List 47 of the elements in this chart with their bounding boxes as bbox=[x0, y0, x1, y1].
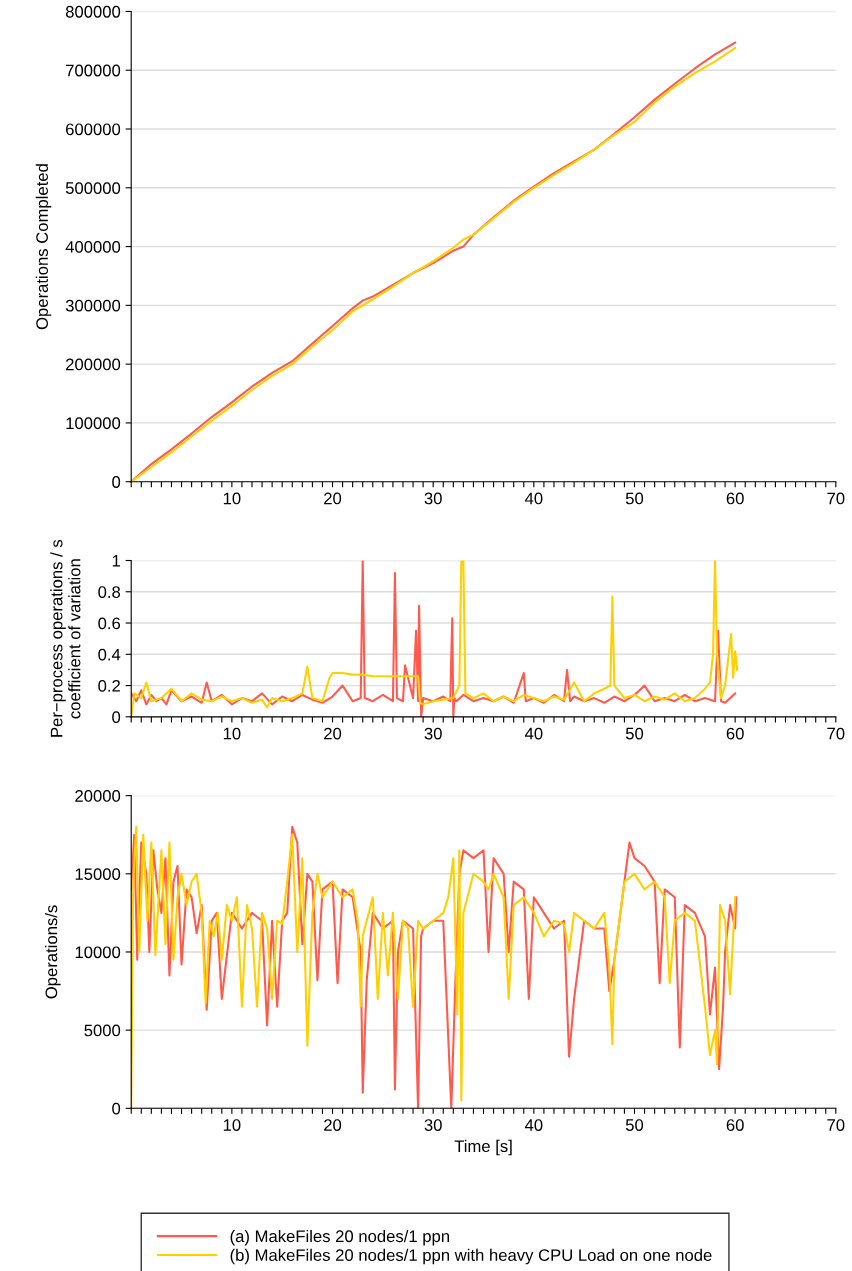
y-tick-label: 400000 bbox=[65, 240, 121, 253]
y-tick-label: 0.2 bbox=[98, 679, 120, 692]
y-tick-label: 15000 bbox=[75, 868, 121, 881]
x-tick-label: 10 bbox=[223, 492, 241, 505]
x-tick-label: 40 bbox=[524, 492, 543, 505]
x-tick-label: 40 bbox=[524, 727, 543, 740]
y-axis-title: Operations Completed bbox=[35, 164, 52, 330]
x-tick-label: 10 bbox=[223, 1119, 241, 1131]
x-tick-label: 30 bbox=[424, 1119, 442, 1131]
x-tick-label: 70 bbox=[827, 1119, 845, 1131]
y-tick-label: 0 bbox=[112, 1102, 121, 1115]
x-tick-label: 70 bbox=[827, 492, 845, 505]
y-tick-label: 0.4 bbox=[98, 648, 121, 661]
y-tick-label: 5000 bbox=[84, 1024, 121, 1037]
y-tick-label: 300000 bbox=[65, 299, 121, 312]
x-tick-label: 40 bbox=[524, 1119, 543, 1131]
y-tick-label: 1 bbox=[112, 555, 120, 567]
y-tick-label: 100000 bbox=[66, 417, 121, 430]
x-tick-label: 50 bbox=[625, 492, 644, 505]
y-tick-label: 800000 bbox=[65, 5, 121, 18]
x-tick-label: 50 bbox=[625, 1119, 644, 1131]
y-tick-label: 500000 bbox=[65, 182, 121, 194]
y-tick-label: 0 bbox=[112, 711, 121, 724]
y-tick-label: 200000 bbox=[66, 358, 121, 371]
x-axis-title: Time [s] bbox=[454, 1139, 512, 1156]
y-tick-label: 20000 bbox=[75, 790, 121, 802]
y-tick-label: 700000 bbox=[66, 64, 121, 77]
y-tick-label: 0.6 bbox=[98, 617, 121, 630]
x-tick-label: 30 bbox=[424, 727, 442, 740]
x-tick-label: 20 bbox=[324, 492, 342, 505]
y-tick-label: 0.8 bbox=[98, 586, 121, 598]
y-tick-label: 0 bbox=[112, 476, 121, 488]
y-tick-label: 600000 bbox=[66, 123, 121, 136]
x-tick-label: 60 bbox=[726, 1119, 744, 1131]
y-axis-title: Per−process operations / s coefficient of variation bbox=[50, 539, 81, 737]
y-axis-title: Operations/s bbox=[45, 905, 61, 999]
x-tick-label: 10 bbox=[223, 727, 241, 740]
x-tick-label: 20 bbox=[324, 1119, 342, 1131]
x-tick-label: 60 bbox=[726, 492, 744, 505]
legend-label: (a) MakeFiles 20 nodes/1 ppn bbox=[230, 1229, 449, 1246]
x-tick-label: 20 bbox=[324, 727, 342, 740]
x-tick-label: 50 bbox=[625, 727, 644, 740]
y-tick-label: 10000 bbox=[75, 946, 121, 959]
x-tick-label: 60 bbox=[726, 727, 744, 740]
x-tick-label: 70 bbox=[827, 727, 845, 740]
legend-label: (b) MakeFiles 20 nodes/1 ppn with heavy CPU Load on one node bbox=[230, 1248, 712, 1265]
x-tick-label: 30 bbox=[424, 492, 442, 505]
